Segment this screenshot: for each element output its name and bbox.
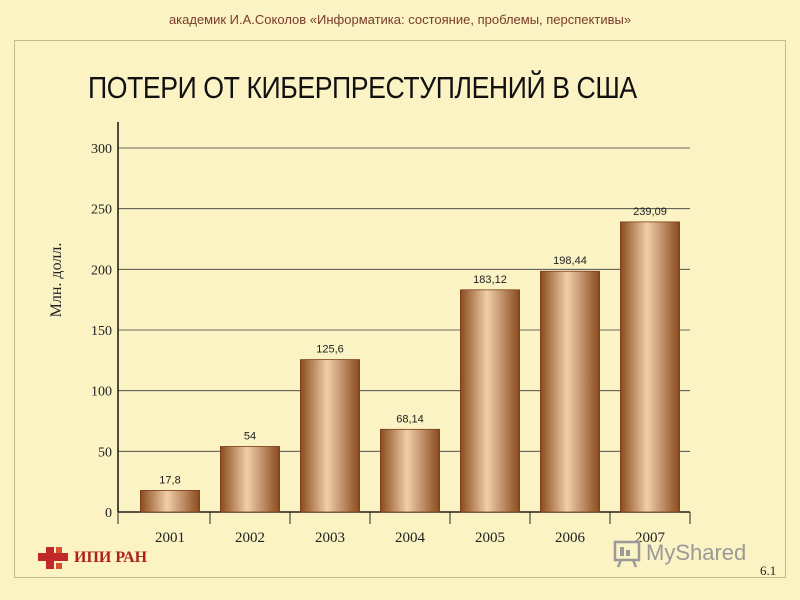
ipi-ran-logo-icon <box>38 547 68 569</box>
y-tick-label: 100 <box>91 385 112 400</box>
data-label: 239,09 <box>633 206 667 218</box>
chart-title: ПОТЕРИ ОТ КИБЕРПРЕСТУПЛЕНИЙ В США <box>88 70 637 105</box>
bar <box>459 289 520 513</box>
x-tick-label: 2001 <box>155 530 185 546</box>
myshared-watermark: MyShared <box>612 538 746 568</box>
y-tick-label: 50 <box>98 445 112 460</box>
y-tick-label: 150 <box>91 324 112 339</box>
x-tick-label: 2004 <box>395 530 426 546</box>
data-label: 183,12 <box>473 274 507 286</box>
y-axis-label: Млн. долл. <box>48 242 65 318</box>
bar <box>379 428 440 513</box>
slide-number: 6.1 <box>760 563 777 578</box>
x-tick-label: 2002 <box>235 530 265 546</box>
ipi-ran-logo: ИПИ РАН <box>36 545 147 571</box>
x-tick-label: 2006 <box>555 530 586 546</box>
bar <box>620 221 681 513</box>
y-tick-label: 250 <box>91 203 112 218</box>
bar <box>219 446 280 513</box>
bar <box>299 359 360 513</box>
data-label: 198,44 <box>553 255 587 267</box>
bar <box>540 270 601 513</box>
slide-frame <box>14 40 786 578</box>
y-tick-label: 0 <box>105 506 112 521</box>
watermark-text: MyShared <box>646 540 747 565</box>
bar <box>139 490 200 513</box>
y-tick-label: 200 <box>91 263 112 278</box>
presentation-board-icon <box>613 540 641 568</box>
data-label: 125,6 <box>316 344 344 356</box>
x-tick-label: 2007 <box>635 530 666 546</box>
x-tick-label: 2005 <box>475 530 505 546</box>
x-tick-label: 2003 <box>315 530 345 546</box>
data-label: 54 <box>244 430 256 442</box>
y-tick-label: 300 <box>91 142 112 157</box>
logo-text: ИПИ РАН <box>74 549 148 566</box>
data-label: 17,8 <box>159 474 180 486</box>
data-label: 68,14 <box>396 413 424 425</box>
presentation-header: академик И.А.Соколов «Информатика: состо… <box>168 12 632 27</box>
